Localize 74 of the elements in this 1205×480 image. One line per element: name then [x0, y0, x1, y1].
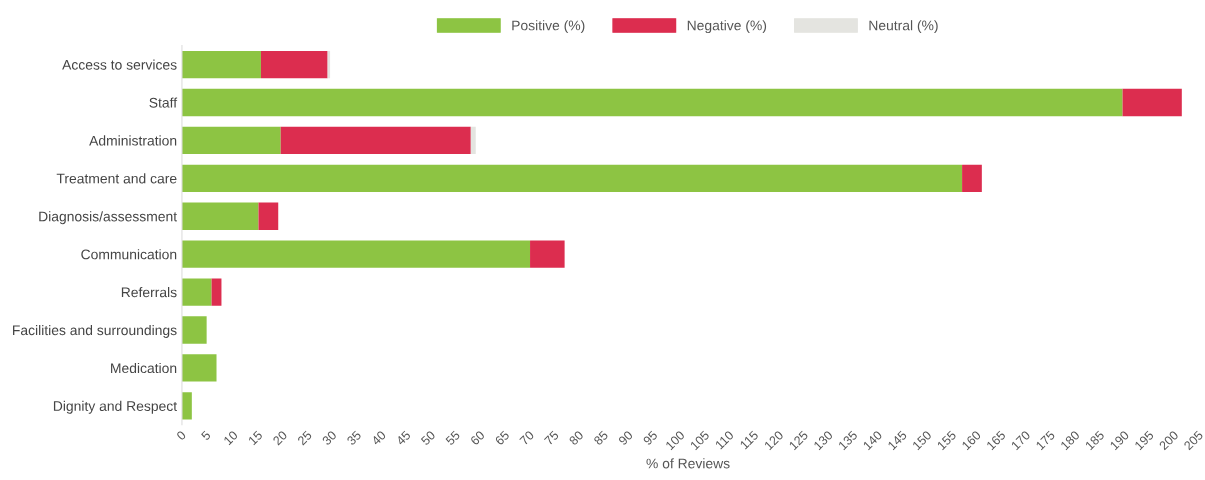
x-tick-label: 75 [544, 430, 560, 446]
y-tick-label: Treatment and care [56, 173, 177, 184]
x-tick-label: 85 [593, 430, 609, 446]
x-tick-label: 25 [297, 430, 313, 446]
x-tick-label: 125 [788, 430, 809, 451]
bar [470, 126, 476, 155]
x-tick-label: 200 [1158, 430, 1179, 451]
bar [260, 50, 328, 79]
x-tick-label: 80 [568, 430, 584, 446]
x-tick-label: 115 [739, 430, 759, 450]
bar [530, 240, 565, 268]
bar [181, 50, 261, 79]
x-tick-label: 120 [763, 430, 784, 451]
y-tick-label: Communication [81, 249, 177, 260]
x-tick-label: 90 [617, 430, 634, 446]
x-tick-label: 15 [247, 430, 263, 446]
x-tick-label: 5 [200, 430, 212, 441]
bar [181, 278, 212, 306]
x-tick-label: 195 [1134, 430, 1155, 451]
x-tick-label: 35 [346, 430, 362, 446]
x-axis-title: % of Reviews [646, 458, 730, 469]
x-tick-label: 110 [714, 430, 735, 450]
x-tick-label: 45 [395, 430, 412, 446]
x-tick-label: 30 [321, 430, 338, 446]
bar [280, 126, 471, 155]
x-tick-label: 150 [912, 430, 932, 451]
x-tick-label: 100 [665, 430, 686, 451]
legend-label: Positive (%) [512, 20, 585, 34]
x-tick-label: 160 [961, 430, 982, 451]
x-tick-label: 155 [936, 430, 957, 451]
bar [181, 164, 963, 192]
x-tick-label: 0 [175, 430, 187, 441]
x-tick-label: 130 [813, 430, 834, 451]
x-tick-label: 10 [223, 430, 239, 446]
legend-label: Neutral (%) [869, 20, 938, 34]
bar [181, 202, 259, 230]
x-tick-label: 55 [445, 430, 461, 446]
x-tick-label: 165 [986, 430, 1007, 451]
bar [181, 354, 217, 382]
bar [181, 88, 1123, 117]
bar [258, 202, 279, 230]
x-tick-label: 185 [1084, 430, 1105, 451]
x-tick-label: 20 [272, 430, 288, 446]
x-tick-label: 180 [1060, 430, 1081, 451]
y-tick-label: Medication [111, 362, 177, 374]
y-tick-label: Dignity and Respect [53, 400, 177, 414]
y-tick-label: Facilities and surroundings [13, 324, 177, 338]
x-tick-label: 190 [1109, 430, 1130, 451]
y-tick-label: Staff [149, 97, 178, 108]
bar [181, 126, 281, 155]
y-tick-label: Referrals [121, 287, 177, 298]
bar [962, 164, 982, 192]
x-tick-label: 205 [1183, 430, 1204, 451]
bar [211, 278, 222, 306]
x-tick-label: 145 [887, 430, 908, 451]
bar [181, 392, 192, 420]
x-tick-label: 65 [494, 430, 510, 446]
bar [1122, 88, 1182, 117]
x-tick-label: 135 [837, 430, 858, 451]
x-tick-label: 60 [469, 430, 486, 446]
x-tick-label: 40 [370, 430, 387, 446]
y-tick-label: Access to services [62, 59, 177, 70]
y-tick-label: Administration [89, 135, 177, 146]
x-tick-label: 50 [420, 430, 436, 446]
x-tick-label: 140 [862, 430, 883, 451]
bar [181, 240, 531, 268]
x-tick-label: 70 [519, 430, 535, 446]
bar [181, 316, 207, 344]
y-tick-label: Diagnosis/assessment [39, 211, 177, 225]
legend-label: Negative (%) [687, 20, 767, 34]
x-tick-label: 105 [689, 430, 710, 451]
x-tick-label: 170 [1010, 430, 1031, 451]
x-tick-label: 175 [1035, 430, 1056, 451]
x-tick-label: 95 [642, 430, 658, 446]
